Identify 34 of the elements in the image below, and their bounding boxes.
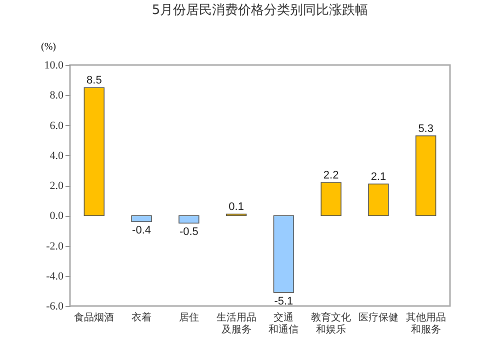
data-label: -0.4 bbox=[132, 224, 152, 237]
data-label: 0.1 bbox=[228, 201, 244, 214]
y-tick-label: 2.0 bbox=[50, 180, 64, 192]
data-label: 5.3 bbox=[418, 122, 434, 135]
data-label: -5.1 bbox=[274, 295, 294, 308]
data-label: 8.5 bbox=[86, 74, 102, 87]
x-tick-label: 衣着 bbox=[132, 312, 152, 324]
x-tick-label: 生活用品及服务 bbox=[216, 312, 256, 336]
x-tick-label: 居住 bbox=[178, 312, 199, 324]
x-tick-label: 食品烟酒 bbox=[74, 312, 114, 324]
bar bbox=[320, 182, 342, 216]
data-label: 2.2 bbox=[323, 169, 339, 182]
y-tick-label: -2.0 bbox=[46, 240, 64, 252]
y-tick-label: 8.0 bbox=[50, 90, 64, 102]
y-tick-label: -6.0 bbox=[46, 300, 64, 312]
bar bbox=[368, 184, 389, 216]
y-tick-label: 0.0 bbox=[50, 210, 64, 222]
x-tick-label: 医疗保健 bbox=[358, 312, 398, 324]
x-tick-label: 交通和通信 bbox=[268, 312, 299, 336]
bar bbox=[178, 215, 200, 224]
bar bbox=[415, 135, 436, 216]
x-tick-label: 其他用品和服务 bbox=[406, 312, 446, 336]
data-label: 2.1 bbox=[370, 170, 386, 183]
y-tick-label: 10.0 bbox=[44, 60, 64, 72]
y-tick-label: -4.0 bbox=[46, 270, 64, 282]
y-tick-label: 4.0 bbox=[50, 150, 64, 162]
chart-title: 5月份居民消费价格分类别同比涨跌幅 bbox=[152, 3, 368, 18]
bar bbox=[273, 215, 294, 293]
y-tick-label: 6.0 bbox=[50, 120, 64, 132]
bar bbox=[84, 87, 105, 216]
x-tick-label: 教育文化和娱乐 bbox=[311, 312, 352, 336]
y-axis-title: (%) bbox=[41, 42, 56, 52]
data-label: -0.5 bbox=[179, 226, 198, 238]
bar bbox=[131, 215, 152, 222]
